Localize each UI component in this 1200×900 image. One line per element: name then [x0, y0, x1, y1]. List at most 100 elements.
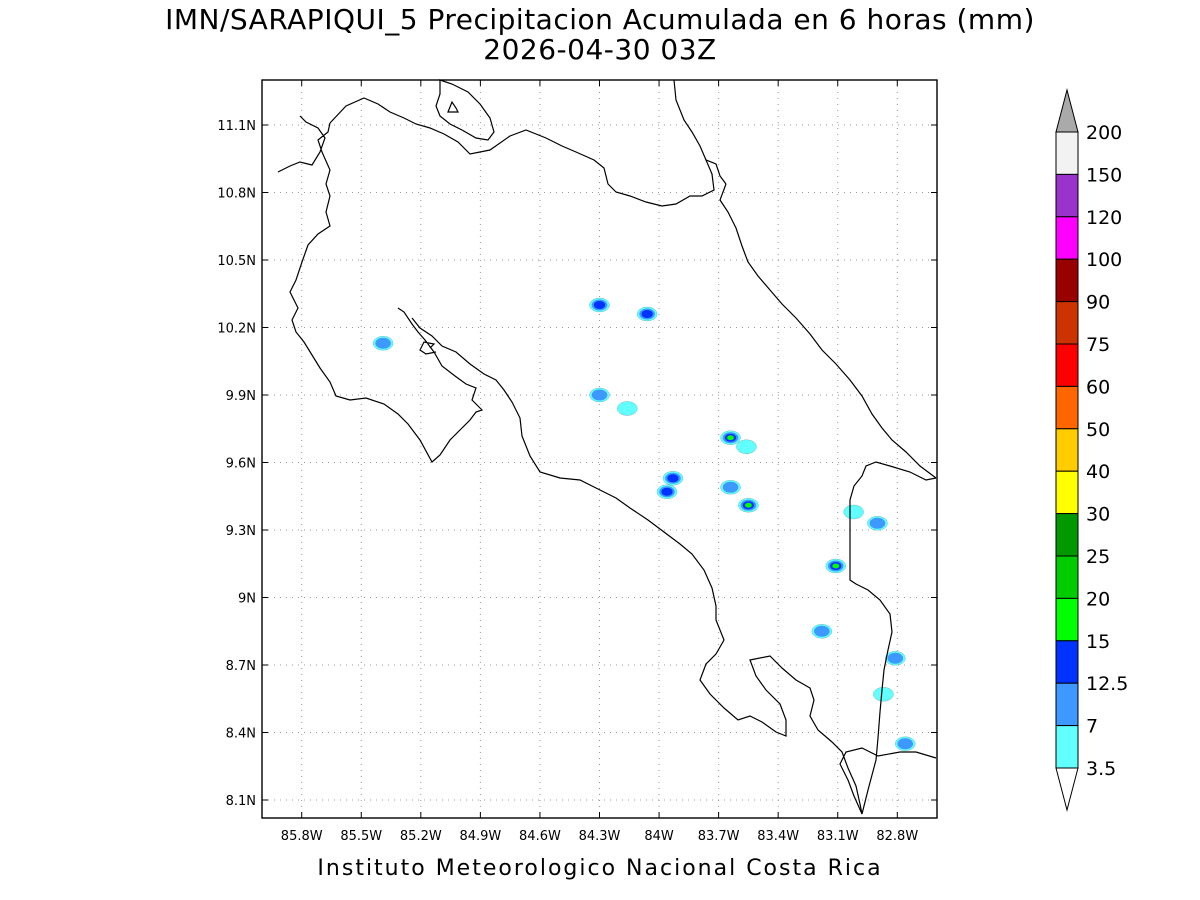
lat-tick-label: 8.7N	[226, 659, 256, 674]
lon-tick-label: 85.5W	[340, 829, 382, 844]
lat-tick-label: 9.6N	[226, 457, 256, 472]
colorbar-label: 150	[1086, 164, 1122, 186]
precip-contour	[832, 563, 840, 569]
colorbar-swatch	[1055, 385, 1079, 430]
colorbar-label: 3.5	[1086, 758, 1116, 780]
lon-tick-label: 84.3W	[579, 829, 621, 844]
precip-contour	[873, 687, 894, 702]
precip-cell	[867, 516, 888, 531]
colorbar-label: 15	[1086, 631, 1110, 653]
precip-cell	[617, 401, 638, 416]
lon-tick-label: 84.9W	[459, 829, 501, 844]
precip-cell	[825, 558, 846, 574]
colorbar-swatch	[1055, 555, 1079, 599]
precip-cell	[636, 306, 658, 322]
precipitation-contours	[372, 297, 916, 751]
lat-tick-label: 10.8N	[217, 187, 256, 202]
colorbar-label: 60	[1086, 376, 1110, 398]
precip-cell	[811, 624, 833, 639]
lon-tick-label: 83.7W	[698, 829, 740, 844]
precip-cell	[372, 336, 394, 351]
precip-contour	[727, 435, 734, 441]
colorbar-label: 100	[1086, 249, 1122, 271]
precip-cell	[895, 736, 916, 751]
map-credit: Instituto Meteorologico Nacional Costa R…	[317, 856, 883, 881]
precip-cell	[885, 651, 906, 666]
precip-contour	[722, 481, 739, 493]
colorbar-label: 75	[1086, 334, 1110, 356]
colorbar-swatch	[1055, 173, 1079, 218]
lon-tick-label: 83.1W	[817, 829, 859, 844]
colorbar-swatch	[1055, 725, 1079, 769]
lon-tick-label: 84.6W	[519, 829, 561, 844]
map-axes: 85.8W 85.5W 85.2W 84.9W 84.6W 84.3W 84W 83.7W 83…	[217, 80, 937, 844]
lat-tick-label: 11.1N	[217, 119, 256, 134]
precip-contour	[887, 652, 904, 664]
precip-cell	[738, 498, 759, 513]
precip-contour	[843, 504, 864, 520]
colorbar-swatch	[1055, 513, 1079, 557]
lon-tick-label: 84W	[644, 829, 674, 844]
colorbar-swatch	[1055, 682, 1079, 727]
lat-tick-label: 8.4N	[226, 727, 256, 742]
colorbar-label: 25	[1086, 546, 1110, 568]
colorbar-swatch	[1055, 301, 1079, 345]
lon-tick-label: 85.2W	[400, 829, 442, 844]
nicaragua-border	[329, 97, 727, 207]
caribbean-coastline	[719, 183, 937, 479]
map-title: IMN/SARAPIQUI_5 Precipitacion Acumulada …	[165, 3, 1035, 36]
precip-contour	[736, 439, 757, 454]
precip-contour	[667, 474, 679, 483]
colorbar-label: 200	[1086, 122, 1122, 144]
precip-contour	[641, 310, 653, 318]
precip-cell	[656, 484, 678, 499]
panama-coastline	[839, 747, 937, 815]
precip-cell	[589, 297, 610, 313]
map-frame	[261, 79, 938, 819]
lat-tick-label: 9N	[238, 592, 256, 607]
precip-contour	[897, 738, 914, 750]
map-valid-time: 2026-04-30 03Z	[483, 33, 717, 66]
colorbar-swatch	[1055, 640, 1079, 684]
lat-lon-grid	[262, 80, 937, 818]
colorbar-swatch	[1055, 597, 1079, 642]
precip-contour	[869, 517, 886, 529]
precip-contour	[617, 401, 638, 416]
colorbar-label: 30	[1086, 504, 1110, 526]
lat-tick-label: 9.3N	[226, 524, 256, 539]
lat-tick-label: 8.1N	[226, 794, 256, 809]
precip-contour	[814, 625, 830, 637]
lat-tick-label: 9.9N	[226, 389, 256, 404]
coastline	[277, 79, 937, 815]
precip-cell	[843, 504, 864, 520]
lon-tick-label: 85.8W	[281, 829, 323, 844]
colorbar-label: 12.5	[1086, 673, 1128, 695]
colorbar-label: 50	[1086, 419, 1110, 441]
colorbar-swatch	[1055, 470, 1079, 515]
precip-cell	[720, 480, 741, 495]
lat-tick-label: 10.2N	[217, 322, 256, 337]
colorbar-swatch	[1055, 343, 1079, 387]
colorbar-label: 7	[1086, 716, 1098, 738]
lon-tick-label: 83.4W	[757, 829, 799, 844]
gulf-coastline	[673, 79, 707, 161]
precip-contour	[591, 389, 608, 401]
colorbar-label: 90	[1086, 292, 1110, 314]
precip-cell	[720, 430, 741, 445]
island-outline	[447, 100, 459, 113]
lat-tick-label: 10.5N	[217, 254, 256, 269]
colorbar-label: 40	[1086, 461, 1110, 483]
precip-cell	[873, 687, 894, 702]
colorbar-min-arrow	[1055, 767, 1079, 812]
northern-coast-fragment	[435, 79, 495, 141]
colorbar-swatch	[1055, 131, 1079, 175]
colorbar-swatch	[1055, 258, 1079, 303]
precip-cell	[589, 387, 610, 403]
colorbar-swatch	[1055, 216, 1079, 260]
precip-cell	[736, 439, 757, 454]
pacific-coastline	[277, 115, 937, 815]
colorbar-label: 120	[1086, 207, 1122, 229]
precip-contour	[593, 301, 606, 309]
precip-contour	[744, 502, 752, 508]
precip-contour	[661, 487, 673, 496]
